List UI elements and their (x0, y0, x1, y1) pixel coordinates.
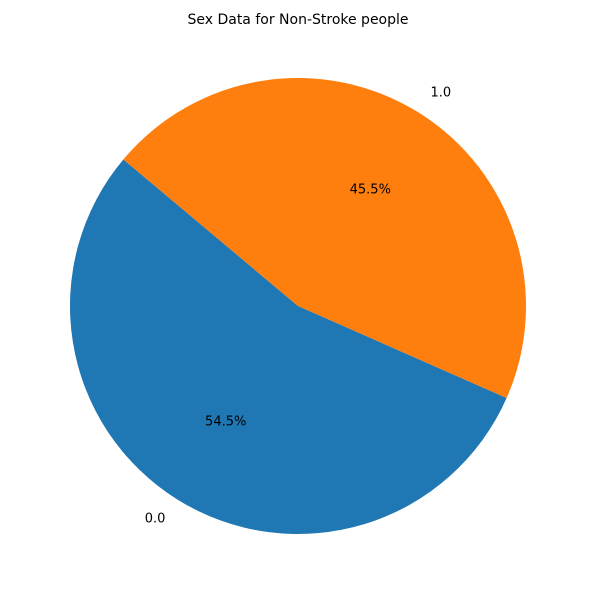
slice-category-label: 1.0 (431, 86, 452, 101)
slice-category-label: 0.0 (145, 511, 166, 526)
pie-slices (69, 78, 527, 535)
pie-slice-0.0 (69, 159, 507, 535)
pie-slice-1.0 (123, 78, 527, 399)
pie-labels: 0.0 54.5% 1.0 45.5% (145, 86, 451, 527)
chart-title: Sex Data for Non-Stroke people (187, 12, 408, 28)
slice-percent-label: 45.5% (350, 182, 391, 197)
slice-percent-label: 54.5% (205, 415, 246, 430)
